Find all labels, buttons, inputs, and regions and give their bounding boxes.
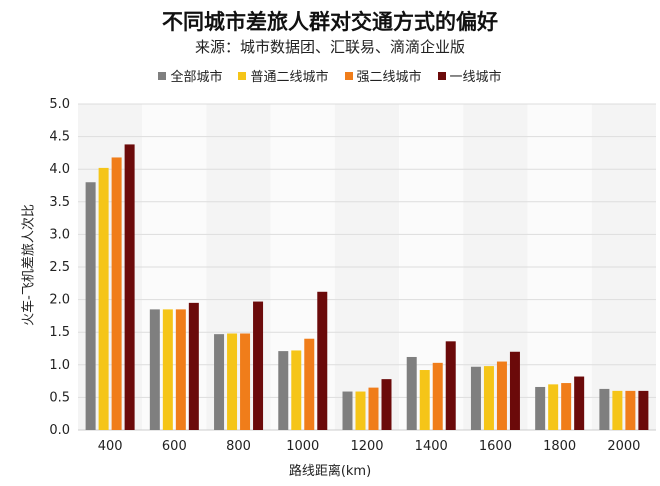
- bar: [124, 144, 135, 430]
- legend-label: 一线城市: [449, 70, 502, 85]
- x-tick-label: 400: [98, 439, 123, 454]
- legend-swatch: [158, 71, 167, 80]
- legend-label: 普通二线城市: [250, 70, 329, 85]
- bar: [625, 390, 636, 430]
- x-tick-label: 1400: [415, 439, 448, 454]
- legend-item-strong-tier2: 强二线城市: [344, 66, 422, 85]
- bar: [317, 291, 328, 430]
- bar: [227, 333, 238, 430]
- bar: [561, 383, 572, 430]
- bar: [149, 309, 160, 430]
- legend-label: 强二线城市: [356, 70, 422, 85]
- legend-item-tier1: 一线城市: [437, 66, 502, 85]
- bar: [509, 351, 520, 430]
- bar: [188, 302, 199, 430]
- x-axis-label: 路线距离(km): [288, 464, 372, 479]
- x-tick-label: 1600: [479, 439, 512, 454]
- bar: [111, 157, 122, 431]
- bar: [278, 351, 289, 430]
- bar: [368, 387, 379, 430]
- bar: [445, 341, 456, 430]
- bar: [304, 338, 315, 430]
- y-tick-label: 4.5: [49, 130, 70, 145]
- bar: [253, 301, 264, 430]
- y-tick-label: 1.0: [49, 358, 70, 373]
- bar: [599, 388, 610, 430]
- chart-subtitle: 来源：城市数据团、汇联易、滴滴企业版: [194, 38, 465, 56]
- bar: [483, 366, 494, 430]
- bar: [432, 362, 443, 430]
- legend-item-all-cities: 全部城市: [158, 66, 222, 85]
- x-tick-label: 1800: [543, 439, 576, 454]
- legend-swatch: [238, 71, 247, 80]
- legend-item-ordinary-tier2: 普通二线城市: [238, 66, 329, 85]
- bar: [162, 309, 173, 430]
- bar: [214, 334, 225, 430]
- x-tick-label: 1200: [350, 439, 383, 454]
- bar: [406, 356, 417, 430]
- bar: [381, 379, 392, 430]
- y-tick-label: 3.0: [49, 227, 70, 242]
- x-tick-label: 1000: [286, 439, 319, 454]
- x-tick-label: 800: [226, 439, 251, 454]
- bar: [342, 391, 353, 430]
- chart-title: 不同城市差旅人群对交通方式的偏好: [162, 10, 498, 34]
- gridlines: [78, 103, 656, 431]
- legend-swatch: [344, 71, 353, 80]
- bar: [85, 182, 96, 430]
- bar: [98, 167, 109, 430]
- bar: [470, 366, 481, 430]
- y-tick-label: 0.5: [49, 390, 70, 405]
- tick-labels: 0.0 0.5 1.0 1.5 2.0 2.5 3.0 3.5 4.0 4.5 5.0 400 600 8…: [49, 97, 640, 454]
- chart-legend: 全部城市 普通二线城市 强二线城市 一线城市: [0, 66, 660, 85]
- bar: [355, 391, 366, 430]
- legend-label: 全部城市: [170, 70, 223, 85]
- y-tick-label: 4.0: [49, 162, 70, 177]
- bar: [612, 390, 623, 430]
- y-tick-label: 5.0: [49, 97, 70, 112]
- bar: [574, 376, 585, 430]
- bar: [291, 350, 302, 430]
- y-tick-label: 2.5: [49, 260, 70, 275]
- x-tick-label: 600: [162, 439, 187, 454]
- bars: [85, 144, 649, 431]
- y-tick-label: 1.5: [49, 325, 70, 340]
- y-tick-label: 0.0: [49, 423, 70, 438]
- bar: [535, 386, 546, 430]
- bar: [175, 309, 186, 430]
- bar: [548, 384, 559, 430]
- legend-swatch: [437, 71, 446, 80]
- bar: [638, 390, 649, 430]
- bar: [240, 333, 251, 430]
- bar: [419, 370, 430, 430]
- y-tick-label: 3.5: [49, 195, 70, 210]
- x-tick-label: 2000: [607, 439, 640, 454]
- bar: [496, 361, 507, 430]
- y-tick-label: 2.0: [49, 293, 70, 308]
